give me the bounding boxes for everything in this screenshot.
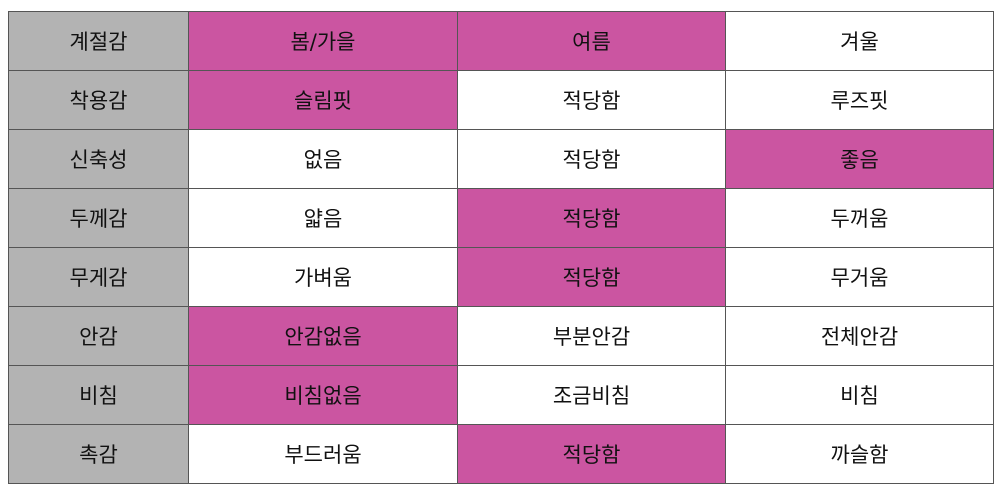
option-cell-selected: 좋음 xyxy=(725,129,994,189)
option-cell: 겨울 xyxy=(725,11,994,71)
option-cell: 가벼움 xyxy=(188,247,458,307)
option-cell-selected: 적당함 xyxy=(457,188,726,248)
table-row: 계절감 봄/가을 여름 겨울 xyxy=(8,11,994,71)
row-label: 계절감 xyxy=(8,11,189,71)
option-cell: 비침 xyxy=(725,365,994,425)
option-cell: 조금비침 xyxy=(457,365,726,425)
table-row: 비침 비침없음 조금비침 비침 xyxy=(8,365,994,425)
table-row: 무게감 가벼움 적당함 무거움 xyxy=(8,247,994,307)
option-cell: 까슬함 xyxy=(725,424,994,484)
option-cell: 부분안감 xyxy=(457,306,726,366)
row-label: 안감 xyxy=(8,306,189,366)
row-label: 착용감 xyxy=(8,70,189,130)
option-cell-selected: 적당함 xyxy=(457,247,726,307)
table-body: 계절감 봄/가을 여름 겨울 착용감 슬림핏 적당함 루즈핏 신축성 없음 적당함 좋음 두께감 얇음 적당… xyxy=(8,11,994,484)
table-row: 안감 안감없음 부분안감 전체안감 xyxy=(8,306,994,366)
option-cell-selected: 적당함 xyxy=(457,424,726,484)
option-cell: 적당함 xyxy=(457,70,726,130)
table-row: 착용감 슬림핏 적당함 루즈핏 xyxy=(8,70,994,130)
table-row: 신축성 없음 적당함 좋음 xyxy=(8,129,994,189)
option-cell-selected: 슬림핏 xyxy=(188,70,458,130)
option-cell: 무거움 xyxy=(725,247,994,307)
option-cell-selected: 비침없음 xyxy=(188,365,458,425)
option-cell: 전체안감 xyxy=(725,306,994,366)
option-cell: 적당함 xyxy=(457,129,726,189)
product-attributes-table: 계절감 봄/가을 여름 겨울 착용감 슬림핏 적당함 루즈핏 신축성 없음 적당함 좋음 두께감 얇음 적당… xyxy=(8,11,994,484)
row-label: 두께감 xyxy=(8,188,189,248)
row-label: 비침 xyxy=(8,365,189,425)
option-cell: 두꺼움 xyxy=(725,188,994,248)
table-row: 촉감 부드러움 적당함 까슬함 xyxy=(8,424,994,484)
row-label: 신축성 xyxy=(8,129,189,189)
option-cell: 루즈핏 xyxy=(725,70,994,130)
row-label: 촉감 xyxy=(8,424,189,484)
option-cell-selected: 봄/가을 xyxy=(188,11,458,71)
table-row: 두께감 얇음 적당함 두꺼움 xyxy=(8,188,994,248)
option-cell: 부드러움 xyxy=(188,424,458,484)
option-cell-selected: 여름 xyxy=(457,11,726,71)
row-label: 무게감 xyxy=(8,247,189,307)
option-cell: 얇음 xyxy=(188,188,458,248)
option-cell: 없음 xyxy=(188,129,458,189)
option-cell-selected: 안감없음 xyxy=(188,306,458,366)
